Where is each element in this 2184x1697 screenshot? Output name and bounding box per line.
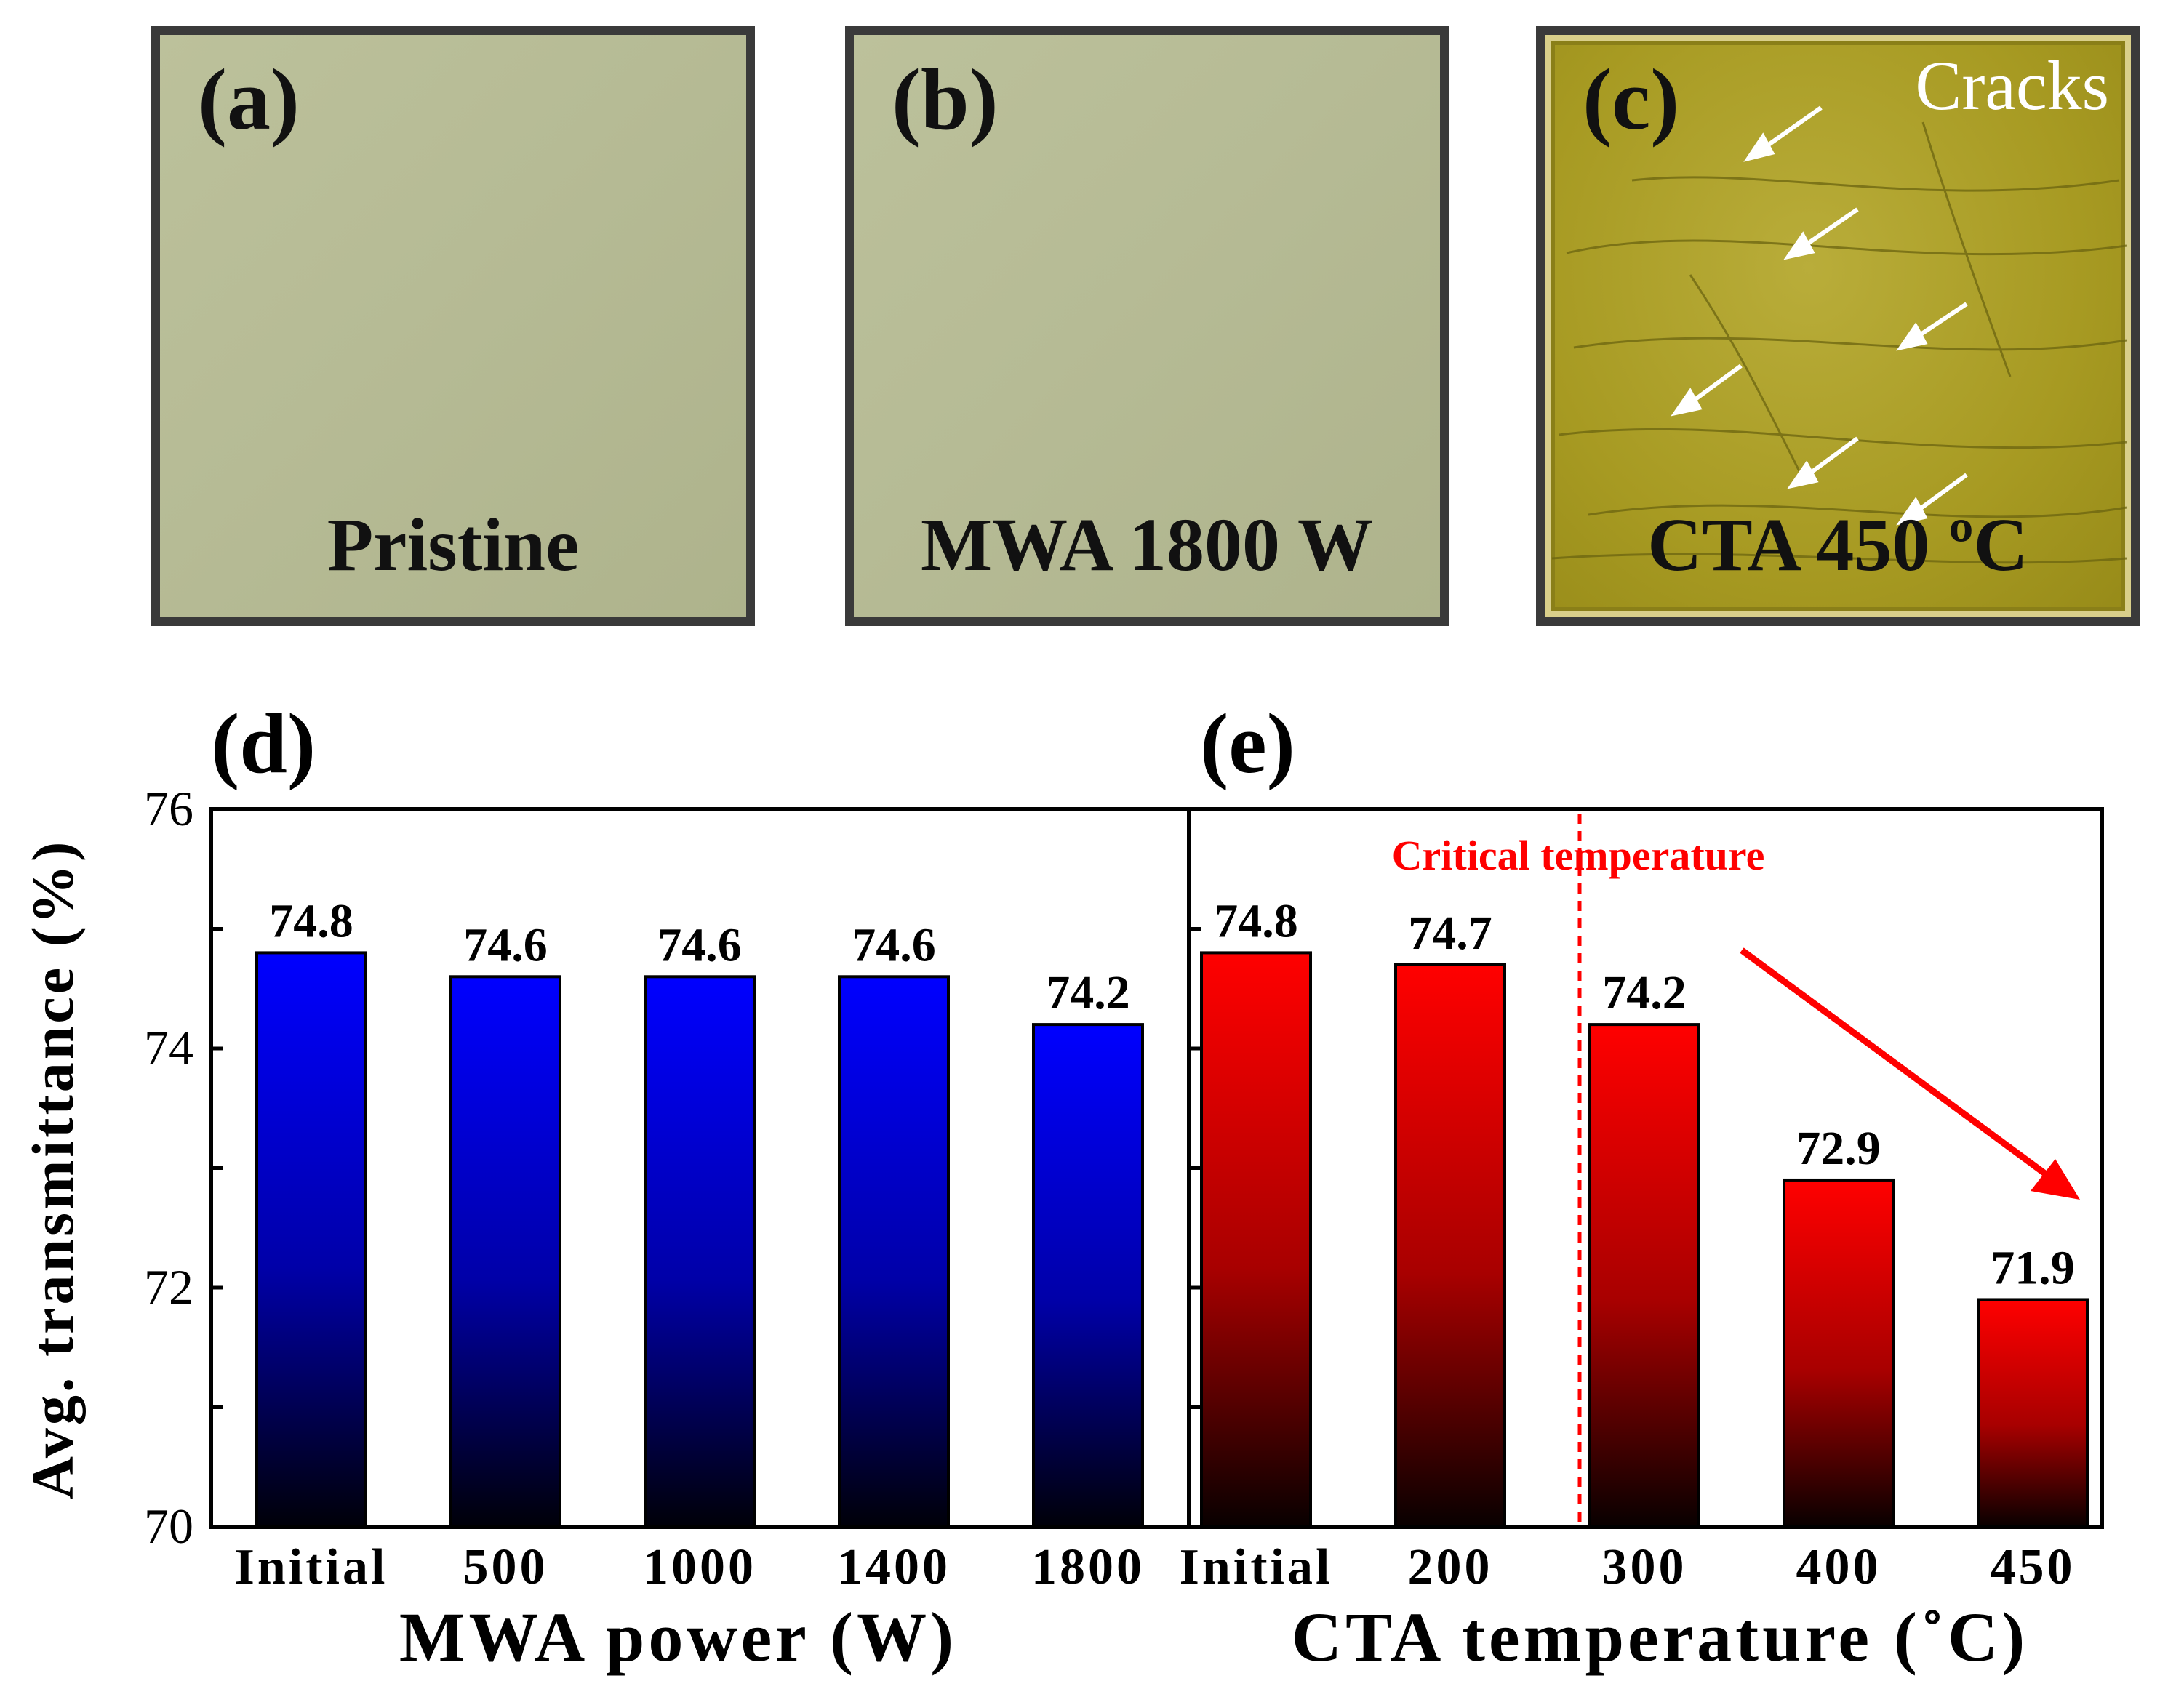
crack-arrow bbox=[1758, 105, 1823, 153]
bar-d-1000 bbox=[644, 975, 756, 1529]
y-tick-label: 76 bbox=[144, 781, 193, 836]
photo-caption-cta: CTA 450 ºC bbox=[1647, 503, 2028, 587]
crack-arrow-head bbox=[1671, 388, 1703, 417]
data-label-e: 71.9 bbox=[1991, 1241, 2075, 1294]
photo-caption-pristine: Pristine bbox=[327, 503, 580, 587]
crack-lines bbox=[1551, 105, 2127, 564]
y-tick-label: 72 bbox=[144, 1259, 193, 1315]
crack-arrows bbox=[1671, 105, 1968, 526]
bar-e-300 bbox=[1588, 1023, 1700, 1528]
x-tick-label-e: 400 bbox=[1796, 1539, 1881, 1595]
photo-panel-a: (a) Pristine bbox=[151, 26, 755, 626]
data-label-d: 74.6 bbox=[463, 918, 548, 971]
panel-label-a: (a) bbox=[198, 51, 300, 148]
bar-d-500 bbox=[449, 975, 561, 1529]
y-axis-title: Avg. transmittance (%) bbox=[20, 839, 86, 1500]
trend-arrow-line bbox=[1740, 947, 2053, 1181]
bar-d-Initial bbox=[255, 951, 367, 1528]
x-tick-label-d: 1000 bbox=[643, 1539, 756, 1595]
data-label-e: 74.2 bbox=[1602, 966, 1687, 1019]
photo-caption-mwa: MWA 1800 W bbox=[920, 503, 1374, 587]
x-tick-label-e: 200 bbox=[1408, 1539, 1493, 1595]
panel-label-e: (e) bbox=[1200, 696, 1295, 791]
trend-arrow-head bbox=[2031, 1159, 2080, 1200]
x-tick-label-e: Initial bbox=[1180, 1539, 1333, 1595]
crack-arrow-head bbox=[1896, 322, 1928, 351]
crack-arrow-head bbox=[1783, 231, 1815, 260]
x-tick-label-e: 300 bbox=[1602, 1539, 1687, 1595]
y-tick-label: 70 bbox=[144, 1499, 193, 1554]
bar-e-Initial bbox=[1200, 951, 1312, 1528]
critical-temperature-label: Critical temperature bbox=[1392, 832, 1765, 879]
data-label-e: 72.9 bbox=[1796, 1122, 1881, 1175]
bar-d-1400 bbox=[838, 975, 950, 1529]
photo-panel-b: (b) MWA 1800 W bbox=[845, 26, 1449, 626]
x-axis-title-d: MWA power (W) bbox=[399, 1598, 957, 1676]
x-tick-label-d: 1400 bbox=[837, 1539, 951, 1595]
sample-photo-pristine: (a) Pristine bbox=[160, 35, 746, 617]
x-tick-label-d: Initial bbox=[235, 1539, 388, 1595]
crack-arrow-head bbox=[1787, 460, 1819, 489]
crack-arrow-head bbox=[1743, 132, 1775, 162]
sample-photo-cta: (c) Cracks CTA 450 ºC bbox=[1545, 35, 2131, 617]
data-label-d: 74.6 bbox=[657, 918, 742, 971]
bar-e-200 bbox=[1394, 963, 1506, 1528]
data-label-d: 74.8 bbox=[269, 894, 353, 947]
sample-photo-mwa: (b) MWA 1800 W bbox=[854, 35, 1440, 617]
y-tick-label: 74 bbox=[144, 1020, 193, 1075]
bar-d-1800 bbox=[1032, 1023, 1144, 1528]
panel-label-c: (c) bbox=[1583, 51, 1680, 148]
cracks-annotation: Cracks bbox=[1915, 47, 2109, 124]
panel-label-b: (b) bbox=[892, 51, 999, 148]
bar-e-450 bbox=[1977, 1298, 2089, 1528]
x-tick-label-d: 500 bbox=[463, 1539, 548, 1595]
data-label-d: 74.2 bbox=[1046, 966, 1130, 1019]
photo-panel-c: (c) Cracks CTA 450 ºC bbox=[1536, 26, 2140, 626]
panel-label-d: (d) bbox=[211, 696, 316, 791]
x-tick-label-d: 1800 bbox=[1031, 1539, 1145, 1595]
data-label-d: 74.6 bbox=[852, 918, 936, 971]
x-tick-label-e: 450 bbox=[1991, 1539, 2076, 1595]
bar-e-400 bbox=[1783, 1178, 1895, 1528]
crack-arrow-head bbox=[1896, 497, 1928, 526]
x-axis-title-e: CTA temperature (˚C) bbox=[1292, 1598, 2029, 1676]
data-label-e: 74.7 bbox=[1408, 907, 1492, 960]
data-label-e: 74.8 bbox=[1214, 894, 1298, 947]
